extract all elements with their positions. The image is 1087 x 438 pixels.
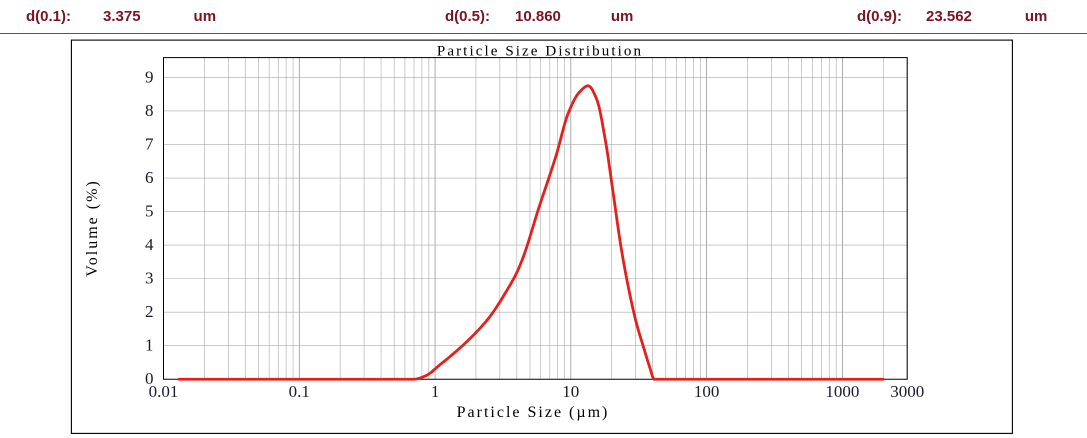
svg-text:8: 8 <box>145 101 154 120</box>
svg-text:7: 7 <box>145 135 154 154</box>
svg-text:Particle Size (µm): Particle Size (µm) <box>457 404 610 421</box>
svg-text:3000: 3000 <box>890 382 924 401</box>
svg-text:1: 1 <box>431 382 440 401</box>
svg-text:1: 1 <box>145 336 154 355</box>
svg-text:6: 6 <box>145 168 154 187</box>
svg-text:1000: 1000 <box>825 382 859 401</box>
svg-text:0.01: 0.01 <box>149 382 179 401</box>
svg-text:0.1: 0.1 <box>289 382 310 401</box>
svg-text:9: 9 <box>145 67 154 86</box>
svg-text:2: 2 <box>145 302 154 321</box>
svg-text:3: 3 <box>145 269 154 288</box>
svg-text:5: 5 <box>145 202 154 221</box>
svg-text:10: 10 <box>562 382 579 401</box>
svg-text:Particle Size Distribution: Particle Size Distribution <box>437 44 643 60</box>
svg-text:Volume (%): Volume (%) <box>84 179 101 276</box>
svg-text:4: 4 <box>145 235 154 254</box>
svg-text:100: 100 <box>694 382 720 401</box>
